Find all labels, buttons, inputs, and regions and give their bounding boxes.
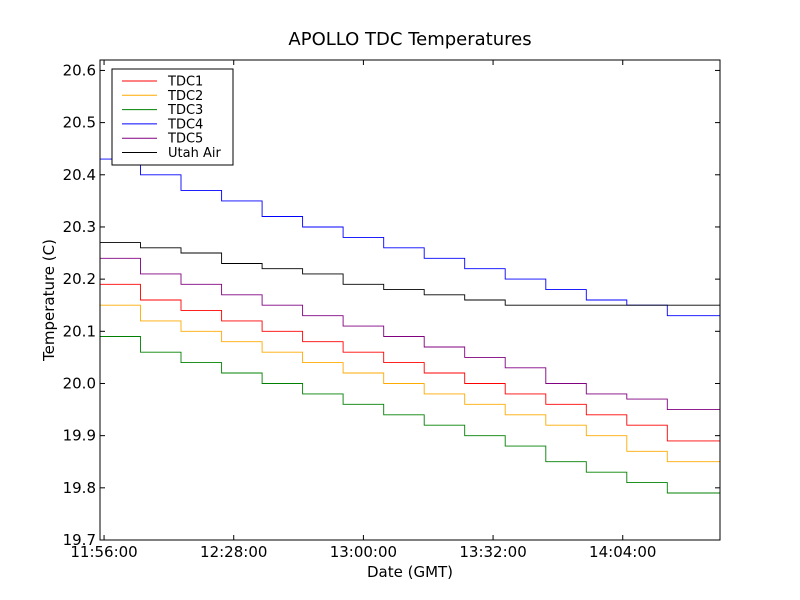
legend-box <box>111 68 234 166</box>
x-tick-label-3: 13:32:00 <box>459 543 526 561</box>
y-tick-label-6: 20.3 <box>63 218 96 236</box>
x-tick-label-0: 11:56:00 <box>70 543 137 561</box>
legend-label-1: TDC2 <box>167 89 203 104</box>
series-line-4 <box>100 257 721 420</box>
y-tick-label-7: 20.4 <box>63 166 96 184</box>
series-line-3 <box>100 158 721 321</box>
series-layer <box>100 158 721 504</box>
tick-layer: 11:56:00 12:28:00 13:00:00 13:32:00 14:04:00… <box>63 60 720 561</box>
plot-frame <box>99 59 721 541</box>
series-line-5 <box>100 242 720 306</box>
legend-label-2: TDC3 <box>167 103 203 118</box>
legend-label-5: Utah Air <box>168 146 221 161</box>
series-line-1 <box>100 304 721 473</box>
x-tick-label-4: 14:04:00 <box>589 543 656 561</box>
x-tick-label-1: 12:28:00 <box>200 543 267 561</box>
y-tick-label-3: 20.0 <box>63 374 96 392</box>
series-line-0 <box>100 283 721 452</box>
y-tick-label-5: 20.2 <box>63 270 96 288</box>
x-tick-label-2: 13:00:00 <box>330 543 397 561</box>
y-tick-label-9: 20.6 <box>63 61 96 79</box>
y-tick-label-8: 20.5 <box>63 114 96 132</box>
y-axis-label: Temperature (C) <box>40 239 58 362</box>
y-tick-label-4: 20.1 <box>63 322 96 340</box>
legend-label-4: TDC5 <box>167 132 203 147</box>
y-tick-label-1: 19.8 <box>63 479 96 497</box>
y-tick-label-0: 19.7 <box>63 531 96 549</box>
chart-title: APOLLO TDC Temperatures <box>288 29 531 50</box>
y-tick-label-2: 19.9 <box>63 427 96 445</box>
legend-label-0: TDC1 <box>167 75 203 90</box>
legend-label-3: TDC4 <box>167 117 203 132</box>
series-line-2 <box>100 336 721 504</box>
x-axis-label: Date (GMT) <box>367 563 453 581</box>
